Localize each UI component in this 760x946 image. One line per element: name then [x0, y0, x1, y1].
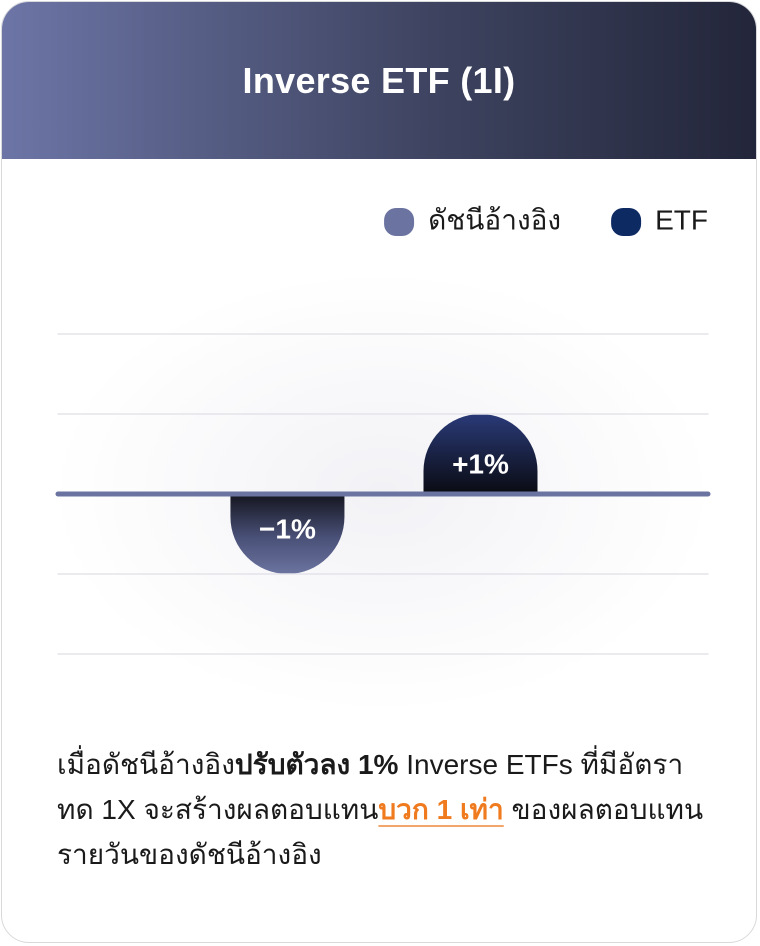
- bar: [230, 494, 345, 574]
- legend-label: ดัชนีอ้างอิง: [428, 204, 561, 235]
- value-label: +1%: [452, 448, 509, 479]
- description-bold: ปรับตัวลง 1%: [234, 749, 399, 780]
- chart: ETF ดัชนีอ้างอิง −1% +1%: [52, 204, 712, 712]
- legend-swatch: [384, 208, 415, 236]
- description-normal: Inverse ETFs ที่มีอัตราทด 1X จะสร้างผลตอ…: [57, 749, 684, 825]
- description: เมื่อดัชนีอ้างอิงปรับตัวลง 1% Inverse ET…: [57, 742, 712, 877]
- legend-swatch: [611, 208, 642, 236]
- chart-title: Inverse ETF (1I): [242, 59, 516, 101]
- bar: [423, 414, 538, 494]
- header: Inverse ETF (1I): [2, 2, 756, 159]
- value-label: −1%: [259, 513, 316, 544]
- description-normal: เมื่อดัชนีอ้างอิง: [57, 749, 235, 780]
- description-highlight: บวก 1 เท่า: [378, 794, 504, 825]
- legend-label: ETF: [655, 204, 708, 235]
- description-normal: ของผลตอบแทนรายวันของดัชนีอ้างอิง: [57, 794, 704, 870]
